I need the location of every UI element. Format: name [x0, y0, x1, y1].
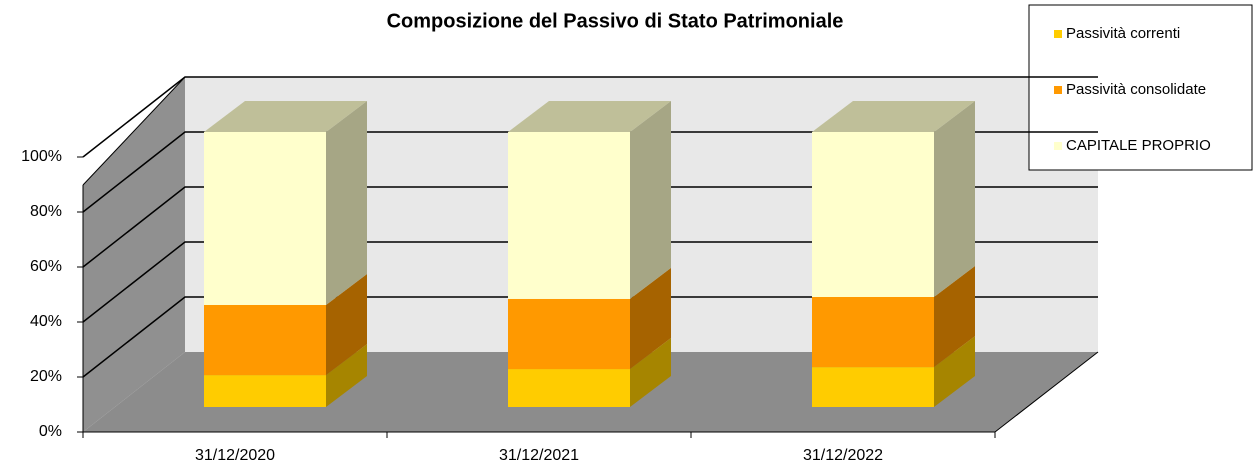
bar-top: [204, 101, 367, 132]
legend-swatch: [1054, 30, 1062, 38]
grid-line: [82, 241, 1098, 323]
x-tick-label: 31/12/2021: [499, 447, 579, 464]
y-tick-label: 80%: [30, 203, 62, 220]
bar-segment: [508, 132, 630, 299]
bar-side: [326, 344, 367, 407]
bar-side: [630, 267, 671, 370]
bar-side: [934, 101, 975, 297]
y-tick-label: 60%: [30, 258, 62, 275]
grid-line: [82, 76, 1098, 158]
left-wall: [83, 77, 185, 432]
bar-top: [508, 101, 671, 132]
grid-line: [82, 186, 1098, 268]
legend-label: Passività consolidate: [1066, 81, 1206, 98]
y-tick-label: 40%: [30, 313, 62, 330]
bar-segment: [508, 369, 630, 407]
x-tick-label: 31/12/2022: [803, 447, 883, 464]
legend-swatch: [1054, 142, 1062, 150]
bar-segment: [204, 132, 326, 305]
y-tick-label: 20%: [30, 368, 62, 385]
floor-edge: [994, 351, 1099, 433]
bar-segment: [812, 132, 934, 297]
bar-side: [630, 101, 671, 299]
legend-label: Passività correnti: [1066, 25, 1180, 42]
bar-segment: [508, 298, 630, 370]
bar-side: [934, 336, 975, 407]
bar-side: [630, 338, 671, 407]
bar-segment: [812, 297, 934, 368]
y-tick-label: 0%: [39, 423, 62, 440]
legend-label: CAPITALE PROPRIO: [1066, 137, 1211, 154]
bar-side: [934, 266, 975, 368]
bar-segment: [812, 367, 934, 407]
legend-swatch: [1054, 86, 1062, 94]
y-tick-label: 100%: [21, 148, 62, 165]
bar-top: [812, 101, 975, 132]
bar-segment: [204, 375, 326, 407]
grid-line: [82, 131, 1098, 213]
wall-edge: [82, 76, 186, 186]
bar-side: [326, 273, 367, 376]
chart-title: Composizione del Passivo di Stato Patrim…: [387, 10, 844, 32]
x-tick-label: 31/12/2020: [195, 447, 275, 464]
grid-line: [82, 296, 1098, 378]
bar-segment: [204, 304, 326, 376]
legend: [1028, 4, 1253, 171]
bar-side: [326, 101, 367, 305]
